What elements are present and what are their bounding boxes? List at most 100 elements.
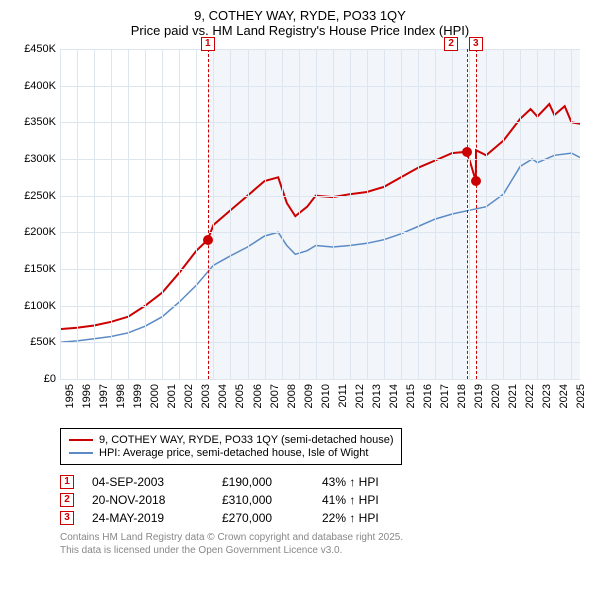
x-axis-label: 1998 xyxy=(115,384,127,408)
table-row: 324-MAY-2019£270,00022% ↑ HPI xyxy=(60,511,590,525)
x-axis-label: 2005 xyxy=(234,384,246,408)
gridline-h xyxy=(60,342,580,343)
x-axis-label: 1996 xyxy=(81,384,93,408)
plot-region: 123 xyxy=(60,49,580,379)
x-axis-label: 1995 xyxy=(64,384,76,408)
gridline-v xyxy=(162,49,163,379)
gridline-v xyxy=(571,49,572,379)
footer-line2: This data is licensed under the Open Gov… xyxy=(60,544,590,557)
gridline-v xyxy=(367,49,368,379)
y-axis-label: £200K xyxy=(24,226,56,238)
y-axis-label: £400K xyxy=(24,80,56,92)
gridline-v xyxy=(520,49,521,379)
y-axis-label: £100K xyxy=(24,300,56,312)
x-axis-label: 2009 xyxy=(303,384,315,408)
legend-label: 9, COTHEY WAY, RYDE, PO33 1QY (semi-deta… xyxy=(99,434,393,446)
table-price: £190,000 xyxy=(222,475,322,489)
marker-dot xyxy=(471,176,481,186)
x-axis-label: 1999 xyxy=(132,384,144,408)
gridline-v xyxy=(452,49,453,379)
gridline-v xyxy=(486,49,487,379)
gridline-v xyxy=(111,49,112,379)
gridline-v xyxy=(248,49,249,379)
x-axis-label: 2006 xyxy=(252,384,264,408)
gridline-v xyxy=(418,49,419,379)
x-axis-label: 2022 xyxy=(524,384,536,408)
title-sub: Price paid vs. HM Land Registry's House … xyxy=(10,23,590,38)
gridline-h xyxy=(60,269,580,270)
gridline-v xyxy=(128,49,129,379)
gridline-h xyxy=(60,379,580,380)
table-price: £270,000 xyxy=(222,511,322,525)
gridline-v xyxy=(435,49,436,379)
gridline-h xyxy=(60,159,580,160)
gridline-v xyxy=(60,49,61,379)
table-pct: 41% ↑ HPI xyxy=(322,493,422,507)
marker-label: 1 xyxy=(201,37,215,51)
x-axis-label: 2002 xyxy=(183,384,195,408)
table-date: 24-MAY-2019 xyxy=(92,511,222,525)
gridline-h xyxy=(60,196,580,197)
x-axis-label: 2015 xyxy=(405,384,417,408)
table-row: 104-SEP-2003£190,00043% ↑ HPI xyxy=(60,475,590,489)
footer-line1: Contains HM Land Registry data © Crown c… xyxy=(60,531,590,544)
marker-label: 2 xyxy=(444,37,458,51)
table-pct: 22% ↑ HPI xyxy=(322,511,422,525)
gridline-v xyxy=(179,49,180,379)
x-axis-label: 2003 xyxy=(200,384,212,408)
table-price: £310,000 xyxy=(222,493,322,507)
x-axis-label: 2014 xyxy=(388,384,400,408)
y-axis-label: £450K xyxy=(24,43,56,55)
x-axis-label: 2020 xyxy=(490,384,502,408)
x-axis-label: 2008 xyxy=(286,384,298,408)
title-block: 9, COTHEY WAY, RYDE, PO33 1QY Price paid… xyxy=(10,8,590,38)
gridline-h xyxy=(60,306,580,307)
table-marker: 1 xyxy=(60,475,74,489)
y-axis-label: £250K xyxy=(24,190,56,202)
y-axis-label: £150K xyxy=(24,263,56,275)
legend-label: HPI: Average price, semi-detached house,… xyxy=(99,447,368,459)
x-axis-label: 2025 xyxy=(575,384,587,408)
x-axis-label: 2011 xyxy=(337,384,349,408)
marker-dot xyxy=(462,147,472,157)
gridline-h xyxy=(60,232,580,233)
x-axis-label: 2023 xyxy=(541,384,553,408)
chart-container: 9, COTHEY WAY, RYDE, PO33 1QY Price paid… xyxy=(0,0,600,590)
legend: 9, COTHEY WAY, RYDE, PO33 1QY (semi-deta… xyxy=(60,428,402,465)
gridline-v xyxy=(213,49,214,379)
chart-area: 123 £0£50K£100K£150K£200K£250K£300K£350K… xyxy=(10,44,590,424)
x-axis-label: 2010 xyxy=(320,384,332,408)
x-axis-label: 2012 xyxy=(354,384,366,408)
gridline-v xyxy=(145,49,146,379)
table-row: 220-NOV-2018£310,00041% ↑ HPI xyxy=(60,493,590,507)
gridline-v xyxy=(401,49,402,379)
y-axis-label: £50K xyxy=(30,336,56,348)
gridline-v xyxy=(230,49,231,379)
gridline-v xyxy=(316,49,317,379)
x-axis-label: 2001 xyxy=(166,384,178,408)
gridline-v xyxy=(503,49,504,379)
gridline-v xyxy=(333,49,334,379)
x-axis-label: 2000 xyxy=(149,384,161,408)
x-axis-label: 2016 xyxy=(422,384,434,408)
x-axis-label: 2024 xyxy=(558,384,570,408)
series-line xyxy=(60,104,580,329)
table-pct: 43% ↑ HPI xyxy=(322,475,422,489)
y-axis-label: £350K xyxy=(24,116,56,128)
legend-row: HPI: Average price, semi-detached house,… xyxy=(69,447,393,459)
footer: Contains HM Land Registry data © Crown c… xyxy=(60,531,590,557)
x-axis-label: 2004 xyxy=(217,384,229,408)
marker-table: 104-SEP-2003£190,00043% ↑ HPI 220-NOV-201… xyxy=(60,475,590,525)
x-axis-label: 2018 xyxy=(456,384,468,408)
legend-swatch xyxy=(69,439,93,441)
marker-line xyxy=(476,49,477,379)
x-axis-label: 2013 xyxy=(371,384,383,408)
legend-row: 9, COTHEY WAY, RYDE, PO33 1QY (semi-deta… xyxy=(69,434,393,446)
table-marker: 2 xyxy=(60,493,74,507)
marker-label: 3 xyxy=(469,37,483,51)
gridline-v xyxy=(469,49,470,379)
gridline-v xyxy=(299,49,300,379)
gridline-h xyxy=(60,86,580,87)
series-line xyxy=(60,153,580,342)
y-axis-label: £0 xyxy=(44,373,56,385)
